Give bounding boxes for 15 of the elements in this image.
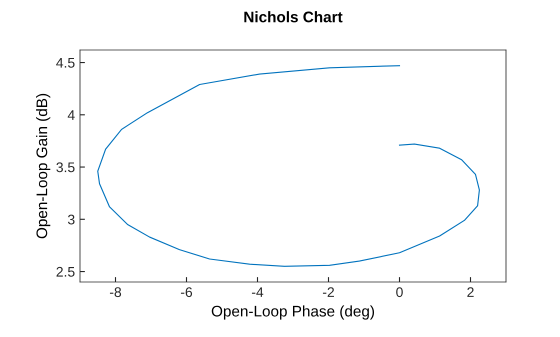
y-tick-label: 4.5: [56, 58, 75, 68]
x-tick-label: 2: [467, 287, 474, 297]
chart-title: Nichols Chart: [244, 11, 342, 22]
y-tick-label: 3: [68, 214, 75, 224]
y-tick-label: 4: [68, 110, 75, 120]
x-axis-title: Open-Loop Phase (deg): [212, 305, 374, 320]
y-tick-label: 2.5: [56, 266, 75, 277]
x-tick-label: 0: [396, 287, 403, 298]
x-tick-label: -4: [252, 287, 264, 297]
y-tick-label: 3.5: [56, 162, 75, 172]
x-tick-label: -2: [322, 287, 334, 297]
x-tick-label: -8: [110, 287, 122, 298]
line-series: [97, 65, 480, 267]
y-axis-title: Open-Loop Gain (dB): [36, 94, 50, 238]
x-tick-label: -6: [180, 287, 192, 298]
